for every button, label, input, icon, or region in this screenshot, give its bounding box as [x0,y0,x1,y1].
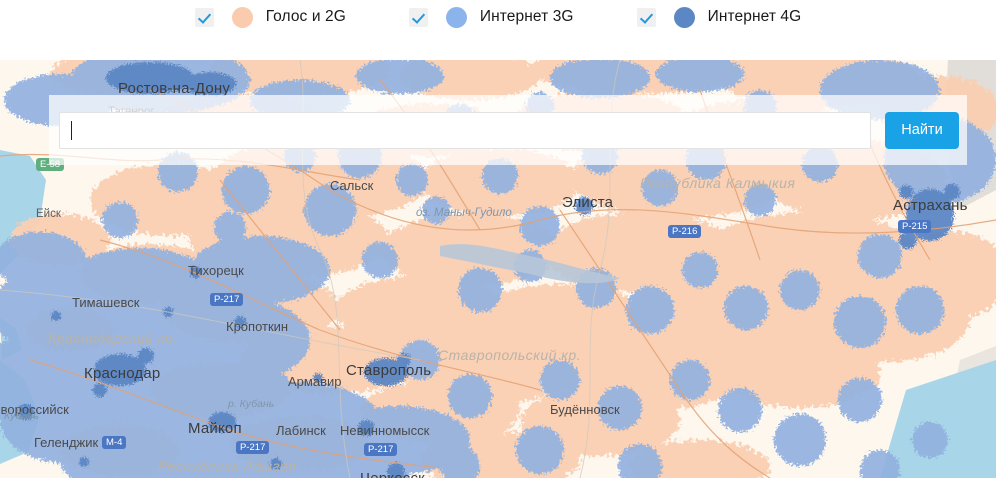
check-icon[interactable] [636,7,656,27]
legend-swatch-voice-2g [231,6,253,28]
coverage-legend: Голос и 2G Интернет 3G Интернет 4G [0,0,996,60]
legend-item-internet-4g[interactable]: Интернет 4G [636,2,802,32]
legend-label-internet-4g: Интернет 4G [707,8,802,25]
search-panel: Найти [49,95,967,165]
text-caret [71,120,72,140]
search-input[interactable] [59,111,871,149]
search-button[interactable]: Найти [885,111,959,149]
check-icon[interactable] [194,7,214,27]
legend-label-voice-2g: Голос и 2G [265,8,346,25]
legend-swatch-internet-3g [445,6,467,28]
legend-item-internet-3g[interactable]: Интернет 3G [408,2,574,32]
legend-label-internet-3g: Интернет 3G [479,8,574,25]
legend-item-voice-2g[interactable]: Голос и 2G [194,2,346,32]
check-icon[interactable] [408,7,428,27]
legend-swatch-internet-4g [673,6,695,28]
